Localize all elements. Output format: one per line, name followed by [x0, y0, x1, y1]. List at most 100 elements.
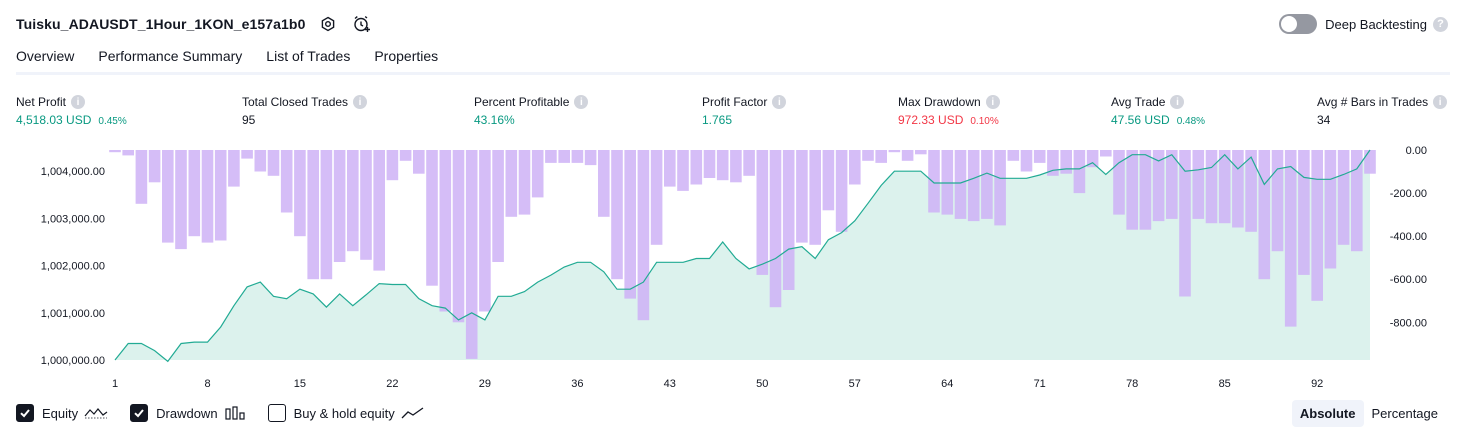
- drawdown-bar: [835, 150, 848, 232]
- drawdown-bar: [333, 150, 346, 262]
- x-axis-tick: 29: [479, 378, 491, 390]
- drawdown-bar: [796, 150, 808, 243]
- buy-hold-checkbox[interactable]: [267, 404, 286, 422]
- info-icon[interactable]: i: [353, 95, 368, 109]
- drawdown-bar: [1166, 150, 1178, 219]
- x-axis-tick: 92: [1311, 378, 1323, 390]
- x-axis-tick: 43: [664, 378, 676, 390]
- info-icon[interactable]: i: [71, 95, 86, 109]
- stat-label: Avg # Bars in Trades: [1317, 95, 1429, 109]
- legend-equity[interactable]: Equity: [16, 404, 108, 422]
- tab-properties[interactable]: Properties: [374, 48, 439, 64]
- equity-line-icon: [84, 406, 108, 420]
- drawdown-bar: [1324, 150, 1337, 269]
- legend-drawdown[interactable]: Drawdown: [130, 404, 245, 422]
- legend-label: Drawdown: [156, 405, 218, 421]
- x-axis-tick: 8: [204, 378, 210, 390]
- settings-icon[interactable]: [317, 13, 339, 35]
- x-axis-tick: 22: [386, 378, 398, 390]
- drawdown-bars-icon: [224, 406, 246, 420]
- drawdown-bar: [254, 150, 267, 172]
- drawdown-bar: [809, 150, 821, 245]
- drawdown-bar: [1192, 150, 1205, 219]
- deep-backtesting-toggle[interactable]: [1279, 14, 1318, 34]
- equity-checkbox[interactable]: [16, 404, 34, 422]
- drawdown-bar: [915, 150, 927, 155]
- drawdown-bar: [1060, 150, 1072, 174]
- stat-value: 47.56 USD: [1111, 113, 1170, 127]
- tab-list-of-trades[interactable]: List of Trades: [266, 48, 351, 64]
- info-icon[interactable]: i: [1170, 95, 1185, 109]
- drawdown-bar: [465, 150, 478, 359]
- drawdown-bar: [545, 150, 557, 163]
- drawdown-bar: [703, 150, 716, 178]
- drawdown-bar: [1271, 150, 1284, 252]
- drawdown-bar: [994, 150, 1006, 226]
- deep-backtesting-label: Deep Backtesting: [1325, 16, 1427, 32]
- drawdown-bar: [373, 150, 385, 271]
- drawdown-bar: [1033, 150, 1046, 163]
- legend-buy-hold[interactable]: Buy & hold equity: [267, 404, 425, 422]
- tab-overview[interactable]: Overview: [16, 48, 75, 75]
- right-axis-tick: -400.00: [1390, 231, 1427, 243]
- drawdown-bar: [598, 150, 610, 217]
- drawdown-bar: [492, 150, 504, 262]
- drawdown-bar: [1218, 150, 1231, 224]
- stat-value: 34: [1317, 113, 1331, 127]
- info-icon[interactable]: i: [985, 95, 1000, 109]
- drawdown-bar: [849, 150, 861, 185]
- drawdown-bar: [558, 150, 570, 163]
- equity-drawdown-chart[interactable]: 1,000,000.00 1,001,000.00 1,002,000.00 1,00…: [0, 140, 1466, 396]
- drawdown-bar: [1284, 150, 1297, 327]
- left-axis-tick: 1,000,000.00: [41, 355, 105, 367]
- stat-profit-factor: Profit Factor i 1.765: [702, 94, 787, 129]
- drawdown-bar: [1232, 150, 1244, 228]
- right-axis-tick: 0.00: [1406, 145, 1427, 157]
- drawdown-bar: [531, 150, 544, 198]
- drawdown-bar: [637, 150, 650, 321]
- drawdown-bar: [280, 150, 293, 213]
- drawdown-checkbox[interactable]: [130, 404, 149, 422]
- info-icon[interactable]: i: [1433, 95, 1448, 109]
- info-icon[interactable]: i: [772, 95, 787, 109]
- toggle-knob: [1281, 16, 1298, 32]
- percentage-button[interactable]: Percentage: [1371, 406, 1439, 421]
- drawdown-bar: [954, 150, 967, 219]
- chart-legend: Equity Drawdown Buy & hold equity: [16, 404, 447, 422]
- legend-label: Buy & hold equity: [293, 405, 395, 421]
- drawdown-bar: [1311, 150, 1323, 301]
- stat-value: 972.33 USD: [898, 113, 964, 127]
- add-alert-icon[interactable]: [351, 13, 373, 35]
- strategy-title: Tuisku_ADAUSDT_1Hour_1KON_e157a1b0: [16, 16, 306, 32]
- help-icon[interactable]: ?: [1433, 16, 1448, 32]
- drawdown-bar: [1258, 150, 1271, 280]
- strategy-header: Tuisku_ADAUSDT_1Hour_1KON_e157a1b0: [16, 12, 373, 36]
- drawdown-bar: [122, 150, 134, 156]
- x-axis-tick: 78: [1126, 378, 1138, 390]
- drawdown-bar: [624, 150, 636, 299]
- stat-avg-trade: Avg Trade i 47.56 USD 0.48%: [1111, 94, 1205, 129]
- drawdown-bar: [1152, 150, 1165, 222]
- drawdown-bar: [1139, 150, 1152, 230]
- drawdown-bar: [571, 150, 584, 163]
- drawdown-bar: [650, 150, 663, 245]
- left-axis-tick: 1,003,000.00: [41, 213, 105, 225]
- drawdown-bar: [611, 150, 623, 280]
- drawdown-bar: [1007, 150, 1020, 161]
- tab-performance-summary[interactable]: Performance Summary: [98, 48, 243, 64]
- info-icon[interactable]: i: [574, 95, 589, 109]
- stat-label: Max Drawdown: [898, 95, 981, 109]
- stat-total-closed-trades: Total Closed Trades i 95: [242, 94, 368, 129]
- x-axis-tick: 36: [571, 378, 583, 390]
- drawdown-bar: [690, 150, 703, 185]
- absolute-button[interactable]: Absolute: [1291, 400, 1364, 427]
- drawdown-bar: [730, 150, 742, 183]
- drawdown-bar: [928, 150, 940, 213]
- buy-hold-line-icon: [401, 406, 425, 420]
- drawdown-bar: [360, 150, 372, 260]
- drawdown-bar: [1086, 150, 1099, 168]
- drawdown-bar: [505, 150, 518, 217]
- drawdown-bar: [769, 150, 782, 308]
- drawdown-bar: [1205, 150, 1218, 224]
- drawdown-bar: [677, 150, 689, 191]
